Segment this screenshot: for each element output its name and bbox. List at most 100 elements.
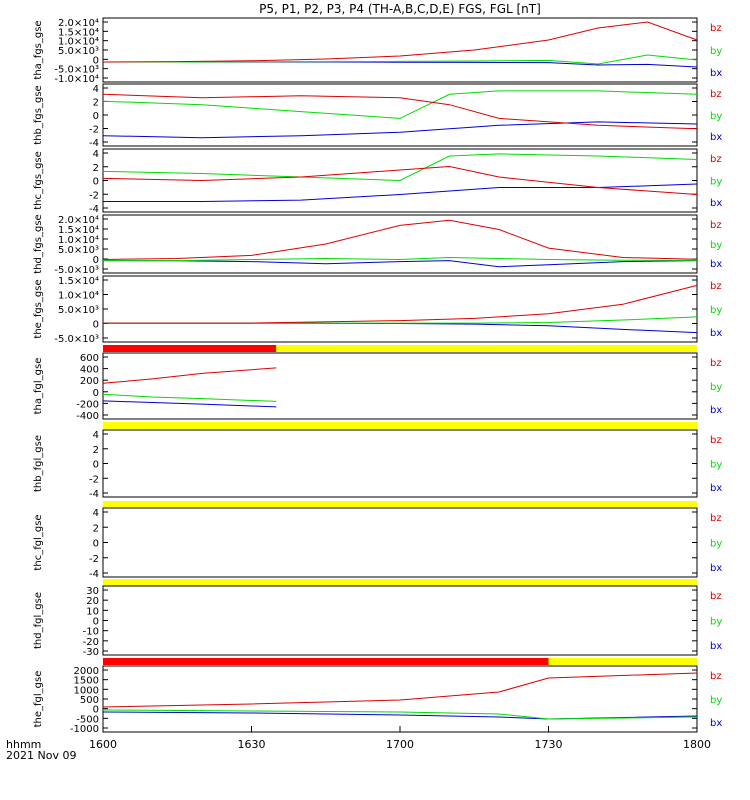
x-tick-label: 1730 — [535, 738, 563, 751]
legend-bz: bz — [710, 23, 722, 34]
status-bar-segment — [103, 658, 549, 665]
y-tick-label: 2 — [93, 445, 99, 456]
y-axis-label: thc_fgl_gse — [33, 514, 44, 570]
y-tick-label: 2000 — [74, 666, 99, 677]
series-line-bz — [102, 219, 698, 260]
legend-bx: bx — [710, 405, 722, 416]
y-tick-label: -5.0×10³ — [54, 265, 99, 276]
legend-bx: bx — [710, 198, 722, 209]
legend-by: by — [710, 617, 722, 628]
legend-by: by — [710, 240, 722, 251]
legend-by: by — [710, 382, 722, 393]
y-tick-label: -4 — [89, 138, 99, 149]
legend-by: by — [710, 539, 722, 550]
panels-group: 2.0×10⁴1.5×10⁴1.0×10⁴5.0×10³0-5.0×10³-1.… — [33, 17, 722, 735]
y-axis-label: thd_fgs_gse — [33, 214, 44, 273]
y-tick-label: 1.5×10⁴ — [58, 225, 99, 236]
series-line-bx — [102, 121, 698, 139]
legend-bx: bx — [710, 132, 722, 143]
legend-by: by — [710, 46, 722, 57]
y-tick-label: 2 — [93, 98, 99, 109]
status-bar-segment — [103, 579, 697, 586]
y-tick-label: -4 — [89, 489, 99, 500]
y-tick-label: 30 — [86, 586, 99, 597]
y-tick-label: 600 — [80, 353, 99, 364]
series-line-bz — [102, 93, 698, 130]
panel-frame — [102, 352, 698, 420]
series-line-bx — [102, 400, 277, 408]
legend-bx: bx — [710, 718, 722, 729]
y-tick-label: 0 — [93, 55, 99, 66]
y-tick-label: 0 — [93, 617, 99, 628]
y-tick-label: -2 — [89, 474, 99, 485]
legend-by: by — [710, 695, 722, 706]
y-axis-label: thb_fgl_gse — [33, 435, 44, 492]
y-tick-label: 2 — [93, 523, 99, 534]
y-axis-label: thb_fgs_gse — [33, 85, 44, 144]
series-line-by — [103, 54, 698, 65]
x-tick-label: 1600 — [89, 738, 117, 751]
y-tick-label: -500 — [76, 714, 99, 725]
y-tick-label: 1500 — [74, 676, 99, 687]
legend-bz: bz — [710, 671, 722, 682]
panel-thc_fgs_gse: 4 2 0 -2 -4 thc_fgs_gse bz by bx — [33, 148, 722, 215]
status-bar-segment — [548, 658, 697, 665]
y-tick-label: 4 — [93, 84, 99, 95]
x-tick-label: 1630 — [238, 738, 266, 751]
y-tick-label: 0 — [93, 255, 99, 266]
x-tick-label: 1800 — [683, 738, 711, 751]
series-line-bz — [102, 367, 277, 384]
series-line-bz — [103, 284, 698, 324]
series-line-bz — [102, 21, 698, 63]
y-tick-label: 0 — [93, 539, 99, 550]
panel-tha_fgs_gse: 2.0×10⁴1.5×10⁴1.0×10⁴5.0×10³0-5.0×10³-1.… — [33, 17, 722, 85]
y-tick-label: 500 — [80, 695, 99, 706]
x-axis: 1600 1630 1700 1730 1800 — [89, 726, 711, 751]
y-tick-label: 0 — [93, 388, 99, 399]
legend-bz: bz — [710, 591, 722, 602]
x-axis-label: hhmm — [6, 738, 41, 751]
legend-by: by — [710, 305, 722, 316]
y-axis-label: thc_fgs_gse — [33, 151, 44, 210]
series-line-by — [103, 256, 698, 262]
y-tick-label: -1000 — [70, 724, 99, 735]
legend-bz: bz — [710, 358, 722, 369]
legend-bx: bx — [710, 259, 722, 270]
panel-thb_fgl_gse: 4 2 0 -2 -4 thb_fgl_gse bz by bx — [33, 422, 722, 500]
y-tick-label: -1.0×10⁴ — [54, 74, 99, 85]
y-tick-label: -20 — [83, 637, 99, 648]
status-bar-segment — [103, 501, 697, 507]
y-tick-label: 20 — [86, 596, 99, 607]
y-tick-label: 400 — [80, 365, 99, 376]
y-tick-label: -2 — [89, 554, 99, 565]
y-tick-label: 2.0×10⁴ — [58, 18, 99, 29]
status-bar-segment — [276, 345, 697, 352]
legend-bz: bz — [710, 281, 722, 292]
y-tick-label: 1.0×10⁴ — [58, 37, 99, 48]
panel-frame — [102, 214, 698, 274]
legend-by: by — [710, 460, 722, 471]
date-label: 2021 Nov 09 — [6, 749, 76, 762]
y-tick-label: 200 — [80, 376, 99, 387]
y-tick-label: -200 — [76, 399, 99, 410]
series-line-bx — [102, 260, 698, 268]
y-tick-label: 1000 — [74, 685, 99, 696]
y-axis-label: tha_fgs_gse — [33, 20, 44, 79]
x-tick-label: 1700 — [386, 738, 414, 751]
plot-title: P5, P1, P2, P3, P4 (TH-A,B,C,D,E) FGS, F… — [259, 2, 541, 16]
y-axis-label: thd_fgl_gse — [33, 592, 44, 649]
legend-bz: bz — [710, 89, 722, 100]
y-tick-label: 1.5×10⁴ — [58, 27, 99, 38]
y-tick-label: 1.0×10⁴ — [58, 291, 99, 302]
series-line-by — [102, 393, 277, 402]
y-tick-label: 0 — [93, 320, 99, 331]
y-tick-label: 5.0×10³ — [58, 245, 99, 256]
y-tick-label: 0 — [93, 460, 99, 471]
y-tick-label: -4 — [89, 569, 99, 580]
status-bar-segment — [103, 422, 697, 429]
